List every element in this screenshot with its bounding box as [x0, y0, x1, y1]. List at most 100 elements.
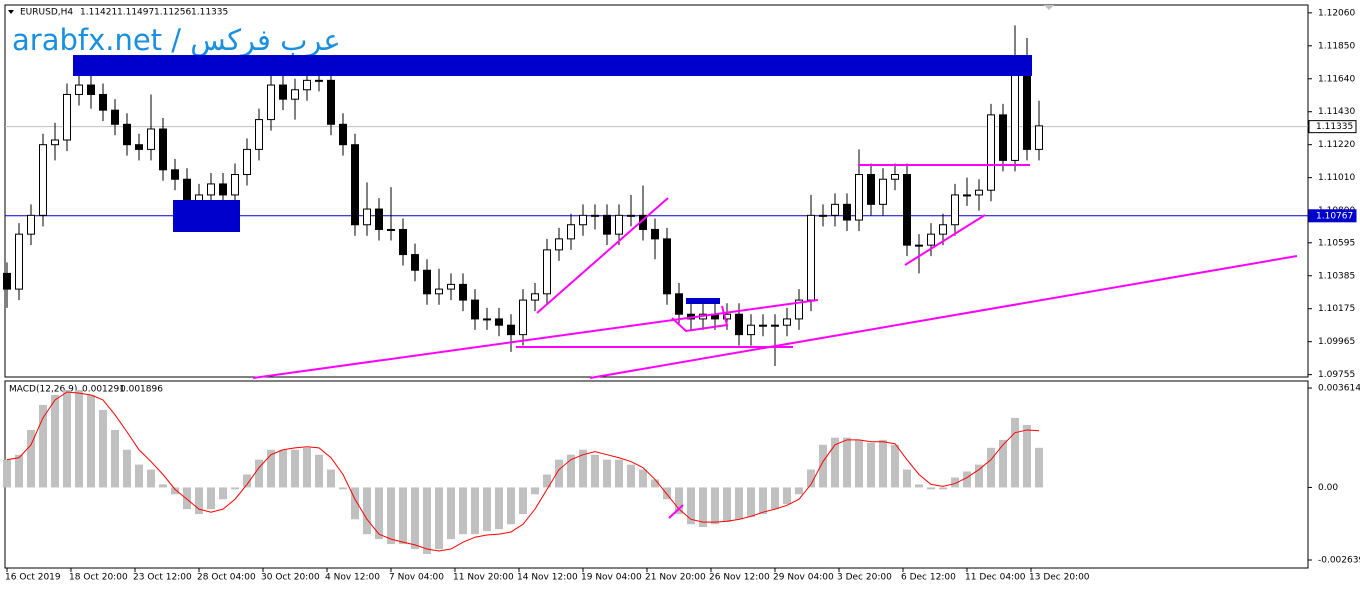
- candle-body: [363, 208, 371, 226]
- macd-bar: [783, 487, 791, 505]
- candle-body: [1035, 125, 1043, 150]
- macd-bar: [939, 487, 947, 490]
- small-zone: [686, 298, 720, 304]
- y-tick-label: 1.10175: [1318, 304, 1355, 314]
- candle-body: [591, 214, 599, 217]
- candle-body: [867, 174, 875, 205]
- candle-body: [975, 189, 983, 196]
- x-tick-label: 6 Dec 12:00: [901, 573, 956, 583]
- candle-body: [747, 324, 755, 336]
- macd-bar: [819, 444, 827, 488]
- candle-body: [879, 178, 887, 205]
- y-tick-label: 1.11850: [1318, 41, 1355, 51]
- y-tick-label: 1.09755: [1318, 370, 1355, 380]
- macd-bar: [759, 487, 767, 515]
- macd-bar: [747, 487, 755, 518]
- candle-body: [435, 288, 443, 295]
- macd-bar: [219, 487, 227, 500]
- macd-bar: [771, 487, 779, 510]
- candle-body: [171, 169, 179, 180]
- macd-bar: [723, 487, 731, 523]
- macd-bar: [795, 487, 803, 495]
- y-tick-label: 1.10385: [1318, 271, 1355, 281]
- macd-bar: [339, 487, 347, 490]
- macd-bar: [603, 459, 611, 488]
- trend-line: [589, 255, 1298, 379]
- x-tick-label: 13 Dec 20:00: [1029, 573, 1090, 583]
- candle-body: [279, 84, 287, 100]
- macd-bar: [315, 454, 323, 488]
- symbol-title: EURUSD,H4: [20, 8, 73, 18]
- macd-bar: [567, 454, 575, 488]
- macd-bar: [375, 487, 383, 540]
- macd-bar: [27, 429, 35, 488]
- macd-bar: [663, 487, 671, 500]
- candle-body: [735, 313, 743, 336]
- macd-bar: [411, 487, 419, 550]
- macd-bar: [471, 487, 479, 535]
- candle-body: [51, 139, 59, 146]
- macd-bar: [891, 444, 899, 488]
- candle-body: [531, 293, 539, 301]
- candle-body: [783, 318, 791, 326]
- candle-body: [651, 228, 659, 240]
- candle-body: [759, 324, 767, 327]
- candle-body: [963, 194, 971, 197]
- macd-bar: [171, 487, 179, 495]
- candle-body: [255, 119, 263, 150]
- y-tick-label: 1.11640: [1318, 74, 1355, 84]
- candle-body: [459, 283, 467, 301]
- macd-bar: [627, 464, 635, 488]
- macd-bar: [807, 469, 815, 488]
- macd-bar: [1035, 447, 1043, 488]
- macd-bar: [675, 487, 683, 515]
- macd-bar: [1023, 425, 1031, 488]
- x-tick-label: 11 Dec 04:00: [965, 573, 1026, 583]
- candle-body: [675, 293, 683, 315]
- macd-bar: [327, 469, 335, 488]
- macd-bar: [267, 449, 275, 488]
- candle-body: [267, 84, 275, 121]
- macd-bar: [291, 449, 299, 488]
- x-tick-label: 21 Nov 20:00: [645, 573, 706, 583]
- candle-body: [819, 214, 827, 217]
- candle-body: [123, 123, 131, 146]
- signal-readout: 0.001896: [120, 385, 163, 395]
- x-tick-label: 7 Nov 04:00: [389, 573, 444, 583]
- macd-bar: [279, 449, 287, 488]
- macd-bar: [399, 487, 407, 545]
- candle-body: [615, 214, 623, 235]
- candle-body: [495, 318, 503, 326]
- candle-body: [543, 249, 551, 295]
- candle-body: [351, 144, 359, 226]
- macd-bar: [507, 487, 515, 525]
- readout-low: 1.11256: [154, 8, 191, 18]
- candle-body: [63, 93, 71, 141]
- y-tick-label: 1.12060: [1318, 8, 1355, 18]
- macd-bar: [99, 409, 107, 488]
- candle-body: [855, 174, 863, 221]
- candle-body: [423, 269, 431, 295]
- macd-bar: [447, 487, 455, 540]
- macd-bar: [303, 447, 311, 488]
- readout-high: 1.11497: [117, 8, 154, 18]
- macd-bar: [699, 487, 707, 528]
- candle-body: [291, 89, 299, 100]
- menu-arrow[interactable]: [8, 10, 14, 14]
- x-tick-label: 26 Nov 12:00: [709, 573, 770, 583]
- y-tick-label: 1.10595: [1318, 238, 1355, 248]
- candle-body: [555, 238, 563, 251]
- candle-body: [507, 324, 515, 336]
- candle-body: [147, 128, 155, 150]
- macd-bar: [51, 395, 59, 488]
- macd-bar: [159, 484, 167, 488]
- macd-bar: [15, 454, 23, 488]
- price-tag: [1308, 120, 1357, 134]
- macd-bar: [855, 439, 863, 488]
- macd-bar: [519, 487, 527, 515]
- candle-body: [723, 313, 731, 320]
- macd-bar: [999, 439, 1007, 488]
- x-tick-label: 3 Dec 20:00: [837, 573, 892, 583]
- macd-bar: [843, 437, 851, 488]
- macd-bar: [111, 429, 119, 488]
